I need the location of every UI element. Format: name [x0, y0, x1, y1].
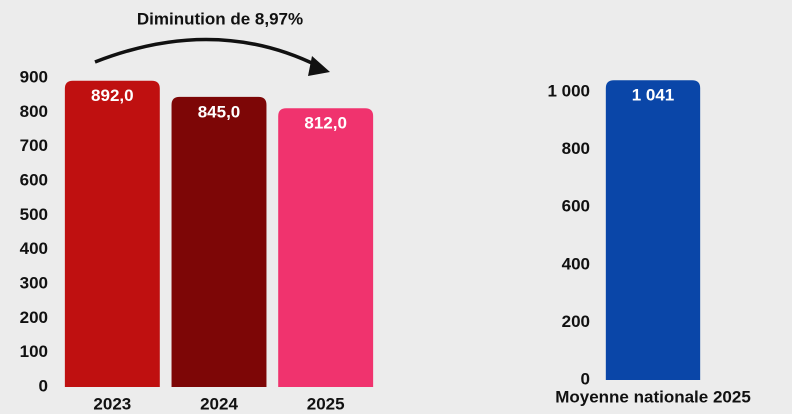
y-tick-label: 1 000 — [547, 81, 590, 100]
y-tick-label: 100 — [20, 342, 48, 361]
y-tick-label: 600 — [562, 197, 590, 216]
y-tick-label: 700 — [20, 136, 48, 155]
value-label: 845,0 — [198, 102, 241, 121]
bar — [278, 108, 374, 388]
y-tick-label: 200 — [20, 308, 48, 327]
x-tick-label: 2024 — [200, 394, 238, 413]
x-tick-label: 2023 — [93, 394, 131, 413]
y-tick-label: 200 — [562, 312, 590, 331]
x-tick-label: Moyenne nationale 2025 — [555, 387, 751, 406]
annotation: Diminution de 8,97% — [137, 9, 303, 28]
y-tick-label: 800 — [20, 102, 48, 121]
y-tick-label: 800 — [562, 139, 590, 158]
arrow — [94, 37, 319, 68]
bar — [64, 80, 160, 387]
y-tick-label: 400 — [562, 254, 590, 273]
bar — [171, 96, 267, 387]
value-label: 892,0 — [91, 86, 134, 105]
y-tick-label: 0 — [581, 369, 590, 388]
x-tick-label: 2025 — [307, 394, 345, 413]
y-tick-label: 500 — [20, 205, 48, 224]
y-tick-label: 600 — [20, 170, 48, 189]
bar — [605, 80, 701, 380]
y-tick-label: 900 — [20, 67, 48, 86]
value-label: 812,0 — [304, 114, 347, 133]
y-tick-label: 400 — [20, 239, 48, 258]
y-tick-label: 300 — [20, 273, 48, 292]
value-label: 1 041 — [632, 86, 675, 105]
arrow-head — [308, 56, 330, 76]
y-tick-label: 0 — [39, 376, 48, 395]
